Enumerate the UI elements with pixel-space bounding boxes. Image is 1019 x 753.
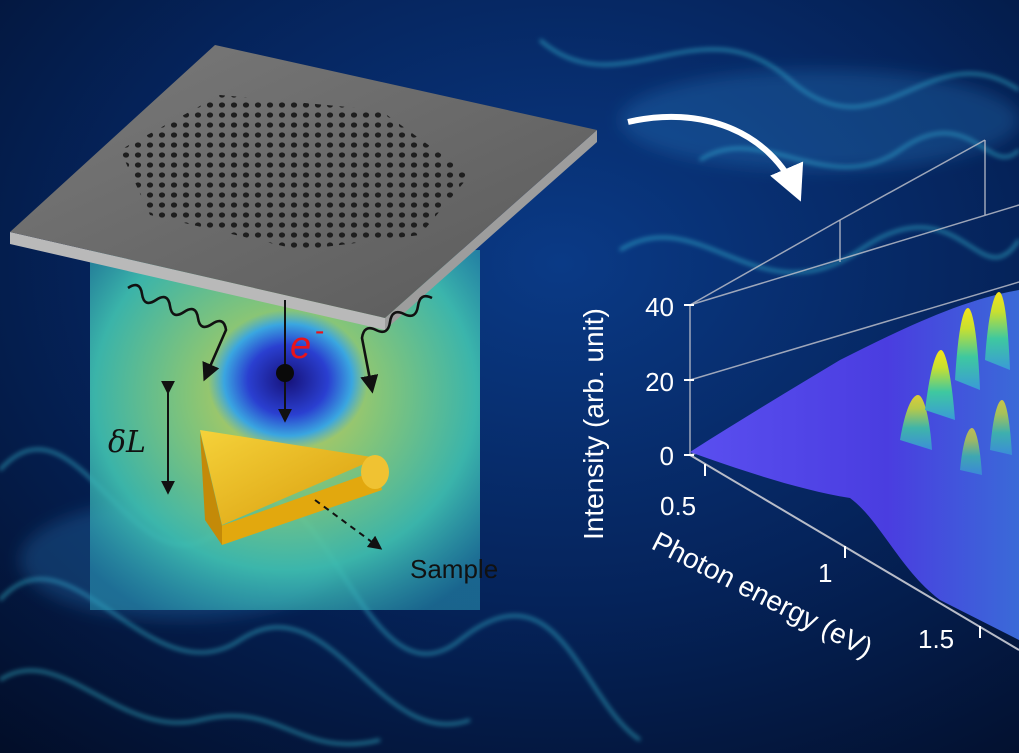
x-tick-label: 1	[818, 558, 832, 588]
sample-label: Sample	[410, 554, 498, 584]
hole-lattice	[120, 95, 470, 250]
gold-sample	[200, 430, 389, 545]
x-tick-label: 1.5	[918, 624, 954, 654]
x-axis	[689, 454, 1019, 651]
transfer-arrow	[627, 113, 804, 202]
sample-pointer	[314, 499, 383, 550]
photonic-crystal-slab	[10, 45, 597, 330]
electron-charge-superscript: -	[315, 315, 324, 346]
y-tick-label: 40	[645, 292, 674, 322]
y-tick-label: 0	[660, 441, 674, 471]
spectrum-peaks	[900, 292, 1012, 475]
distance-label: δL	[108, 425, 146, 460]
x-axis-ticks	[704, 464, 981, 638]
y-tick-label: 20	[645, 367, 674, 397]
electron	[276, 364, 294, 382]
electron-label: e	[290, 325, 311, 367]
photon-arrow-left	[127, 283, 228, 382]
photon-arrow-right	[360, 294, 433, 394]
y-axis-ticks	[684, 304, 694, 456]
y-axis-label: Intensity (arb. unit)	[578, 308, 609, 540]
x-tick-label: 0.5	[660, 491, 696, 521]
